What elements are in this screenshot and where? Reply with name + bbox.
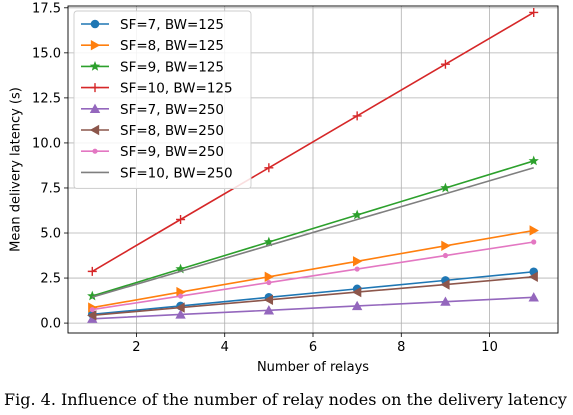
series-line — [92, 241, 534, 311]
legend-marker — [92, 148, 98, 154]
data-point — [87, 290, 98, 301]
data-point — [531, 239, 537, 245]
x-axis-label: Number of relays — [257, 360, 369, 375]
data-point — [263, 294, 274, 306]
legend-item: SF=7, BW=250 — [81, 102, 224, 118]
series-SF=10, BW=250 — [92, 167, 534, 298]
legend-box — [73, 10, 252, 190]
legend-label: SF=7, BW=250 — [120, 102, 224, 118]
y-tick-label: 15.0 — [32, 46, 61, 61]
series-line — [92, 167, 534, 298]
data-point — [175, 263, 186, 274]
data-point — [87, 266, 97, 276]
legend-label: SF=8, BW=125 — [120, 38, 224, 54]
x-tick-label: 8 — [397, 340, 405, 355]
series-line — [92, 296, 534, 320]
series-line — [92, 270, 534, 316]
data-point — [89, 306, 95, 313]
data-point — [352, 256, 363, 267]
data-point — [528, 292, 539, 302]
legend: SF=7, BW=125 SF=8, BW=125 SF=9, BW=125 SF=1… — [73, 10, 252, 190]
series-line — [91, 11, 535, 273]
legend-item: SF=8, BW=125 — [81, 38, 224, 54]
data-point — [87, 313, 98, 323]
legend-marker — [89, 61, 101, 71]
legend-marker — [89, 103, 101, 113]
legend-item: SF=10, BW=125 — [81, 81, 233, 97]
legend-label: SF=9, BW=125 — [120, 59, 224, 75]
data-point — [351, 286, 362, 298]
series-line — [92, 160, 534, 297]
data-point — [351, 300, 363, 311]
data-point — [352, 111, 362, 121]
data-point — [87, 310, 97, 321]
x-tick-label: 6 — [309, 340, 317, 355]
legend-item: SF=7, BW=125 — [81, 17, 224, 33]
legend-label: SF=10, BW=125 — [120, 81, 233, 97]
data-point — [529, 7, 539, 17]
data-point — [528, 155, 539, 166]
y-tick-label: 17.5 — [32, 1, 61, 16]
data-point — [529, 225, 539, 236]
data-point — [352, 209, 363, 220]
y-tick-label: 2.5 — [40, 272, 61, 287]
data-point — [440, 182, 451, 193]
x-tick-label: 10 — [481, 340, 498, 355]
series-SF=8, BW=250 — [87, 271, 538, 321]
data-point — [440, 296, 451, 306]
y-axis-label: Mean delivery latency (s) — [9, 87, 24, 252]
legend-label: SF=10, BW=250 — [120, 165, 233, 181]
y-tick-label: 5.0 — [40, 227, 61, 242]
legend-label: SF=9, BW=250 — [120, 144, 224, 160]
legend-item: SF=9, BW=125 — [81, 59, 224, 75]
legend-marker — [90, 19, 100, 29]
y-tick-label: 10.0 — [32, 136, 61, 151]
data-point — [528, 271, 538, 282]
data-point — [175, 302, 185, 313]
legend-marker — [90, 83, 100, 93]
data-point — [266, 279, 272, 286]
data-point — [263, 305, 275, 315]
legend-item: SF=9, BW=250 — [81, 144, 224, 160]
y-tick-label: 0.0 — [40, 317, 61, 332]
legend-label: SF=7, BW=125 — [120, 17, 224, 33]
series-layer — [87, 7, 539, 323]
data-point — [440, 279, 450, 290]
ticks: 2 4 6 8 10 0.0 2.5 5.0 7.5 10.0 12.5 15.0 17.5 — [32, 1, 498, 355]
data-point — [264, 271, 275, 282]
data-point — [441, 240, 451, 251]
y-tick-label: 12.5 — [32, 91, 61, 106]
data-point — [263, 236, 274, 247]
data-point — [442, 252, 449, 259]
series-line — [92, 275, 534, 317]
legend-item: SF=10, BW=250 — [81, 165, 233, 181]
legend-marker — [89, 124, 100, 136]
series-SF=8, BW=125 — [88, 225, 539, 313]
series-SF=9, BW=250 — [89, 239, 537, 313]
legend-item: SF=8, BW=250 — [81, 123, 224, 139]
data-point — [176, 214, 186, 224]
series-SF=7, BW=250 — [87, 292, 539, 323]
series-SF=10, BW=125 — [87, 7, 539, 276]
legend-label: SF=8, BW=250 — [120, 123, 224, 139]
data-point — [175, 309, 186, 319]
data-point — [440, 59, 450, 69]
figure-caption: Fig. 4. Influence of the number of relay… — [4, 390, 567, 409]
y-tick-label: 7.5 — [40, 181, 61, 196]
chart: 2 4 6 8 10 0.0 2.5 5.0 7.5 10.0 12.5 15.0 17.5 Numbe… — [9, 1, 559, 375]
series-line — [92, 229, 534, 309]
data-point — [354, 266, 360, 272]
data-point — [177, 293, 184, 299]
x-tick-label: 4 — [221, 340, 229, 355]
x-tick-label: 2 — [132, 340, 140, 355]
data-point — [264, 163, 274, 173]
legend-marker — [90, 40, 101, 51]
series-SF=9, BW=125 — [87, 155, 539, 301]
